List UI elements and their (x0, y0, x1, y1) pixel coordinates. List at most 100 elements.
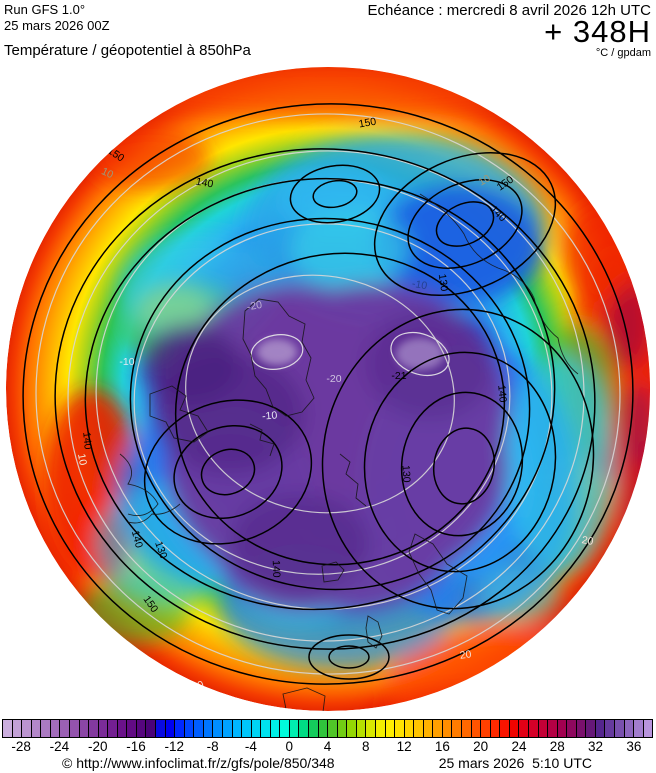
colorbar-cell (471, 720, 482, 737)
colorbar-cell (567, 720, 577, 737)
contour-label: 20 (581, 534, 595, 548)
contour-label: -20 (246, 299, 263, 313)
colorbar-tick-label: 20 (473, 739, 489, 754)
colorbar-cell (280, 720, 290, 737)
colorbar-tick-label: 36 (626, 739, 642, 754)
colorbar-cell (557, 720, 568, 737)
colorbar-tick-label: 12 (396, 739, 412, 754)
colorbar-cell (165, 720, 176, 737)
colorbar-cell (509, 720, 520, 737)
colorbar-cell (108, 720, 118, 737)
colorbar-cell (481, 720, 491, 737)
colorbar-cell (232, 720, 243, 737)
colorbar-cell (442, 720, 453, 737)
colorbar-tick-label: 16 (434, 739, 450, 754)
colorbar-cell (213, 720, 223, 737)
colorbar-cell (12, 720, 23, 737)
colorbar-cell (318, 720, 329, 737)
colorbar-cell (385, 720, 396, 737)
colorbar-cell (60, 720, 70, 737)
contour-label: 130 (400, 465, 413, 483)
colorbar-cell (127, 720, 137, 737)
colorbar-cell (490, 720, 501, 737)
forecast-hour-label: + 348H (544, 14, 651, 49)
colorbar-tick-label: 0 (285, 739, 293, 754)
colorbar-tick-label: 28 (549, 739, 565, 754)
contour-label: 20 (623, 510, 638, 525)
geopotential-contours (22, 103, 634, 685)
colorbar-cell (356, 720, 367, 737)
contour-label: 150 (358, 116, 377, 131)
colorbar-cell (347, 720, 357, 737)
colorbar-ticks: -28 -24 -20 -16 -12 -8 -4 0 4 8 12 16 20 24 28 32 36 (2, 739, 653, 755)
colorbar-cell (22, 720, 32, 737)
run-model-label: Run GFS 1.0° (4, 2, 86, 17)
colorbar-cell (328, 720, 338, 737)
contour-label: -10 (411, 278, 428, 292)
colorbar-cell (605, 720, 615, 737)
colorbar-cell (251, 720, 262, 737)
colorbar-cell (337, 720, 348, 737)
contour-label: 130 (618, 534, 631, 553)
contour-label: 10 (476, 172, 492, 188)
colorbar-tick-label: -4 (244, 739, 257, 754)
colorbar-tick-label: -16 (126, 739, 146, 754)
colorbar-cell (194, 720, 204, 737)
colorbar-cell (270, 720, 281, 737)
contour-label: 140 (495, 384, 508, 403)
contour-label: -21 (391, 370, 406, 382)
colorbar-cell (50, 720, 61, 737)
colorbar-cell (643, 720, 653, 737)
contour-label: -10 (262, 409, 278, 422)
variable-title: Température / géopotentiel à 850hPa (4, 42, 251, 59)
colorbar-cell (395, 720, 405, 737)
colorbar-tick-label: 32 (588, 739, 604, 754)
contour-labels: 1501501501401401301401301401301501401301… (75, 116, 637, 694)
colorbar-cell (31, 720, 42, 737)
contour-label: 20 (459, 648, 472, 662)
polar-map: 150 150 150 140 140 130 140 130 140 130 150 140 130 1… (0, 64, 656, 714)
colorbar-cell (519, 720, 529, 737)
colorbar-cell (615, 720, 625, 737)
colorbar-cell (366, 720, 376, 737)
coastlines (119, 193, 579, 711)
colorbar-cell (117, 720, 128, 737)
colorbar-tick-label: -20 (87, 739, 108, 754)
temperature-contours (35, 113, 621, 675)
colorbar-cell (98, 720, 109, 737)
colorbar-cell (222, 720, 233, 737)
contour-label: -20 (326, 373, 341, 385)
contour-label: 10 (99, 165, 115, 181)
colorbar-cell (146, 720, 156, 737)
colorbar-cell (375, 720, 386, 737)
valid-time-label: Echéance : mercredi 8 avril 2026 12h UTC (367, 2, 651, 19)
colorbar-cell (414, 720, 424, 737)
colorbar-cell (404, 720, 415, 737)
colorbar-cell (156, 720, 166, 737)
colorbar-cell (576, 720, 587, 737)
colorbar-cell (528, 720, 539, 737)
contour-label: 130 (436, 273, 450, 292)
cold-core-spots (257, 338, 444, 370)
contour-label: 140 (129, 529, 145, 549)
colorbar-cell (500, 720, 510, 737)
contour-label: -10 (119, 356, 134, 368)
run-date-label: 25 mars 2026 00Z (4, 18, 110, 33)
colorbar-cell (242, 720, 252, 737)
polar-map-svg: 1501501501401401301401301401301501401301… (6, 67, 650, 711)
colorbar-cell (175, 720, 185, 737)
colorbar-tick-label: -8 (206, 739, 219, 754)
generation-datetime: 25 mars 2026 5:10 UTC (438, 755, 592, 771)
colorbar-tick-label: -28 (11, 739, 31, 754)
colorbar-cell (69, 720, 80, 737)
contour-label: 130 (152, 540, 169, 561)
colorbar-tick-label: -12 (164, 739, 185, 754)
colorbar-cell (79, 720, 90, 737)
colorbar-cell (624, 720, 635, 737)
colorbar-cell (452, 720, 462, 737)
colorbar-cell (289, 720, 300, 737)
colorbar-cell (261, 720, 271, 737)
colorbar (2, 719, 653, 738)
contour-label: 10 (75, 453, 89, 467)
colorbar-cell (538, 720, 549, 737)
